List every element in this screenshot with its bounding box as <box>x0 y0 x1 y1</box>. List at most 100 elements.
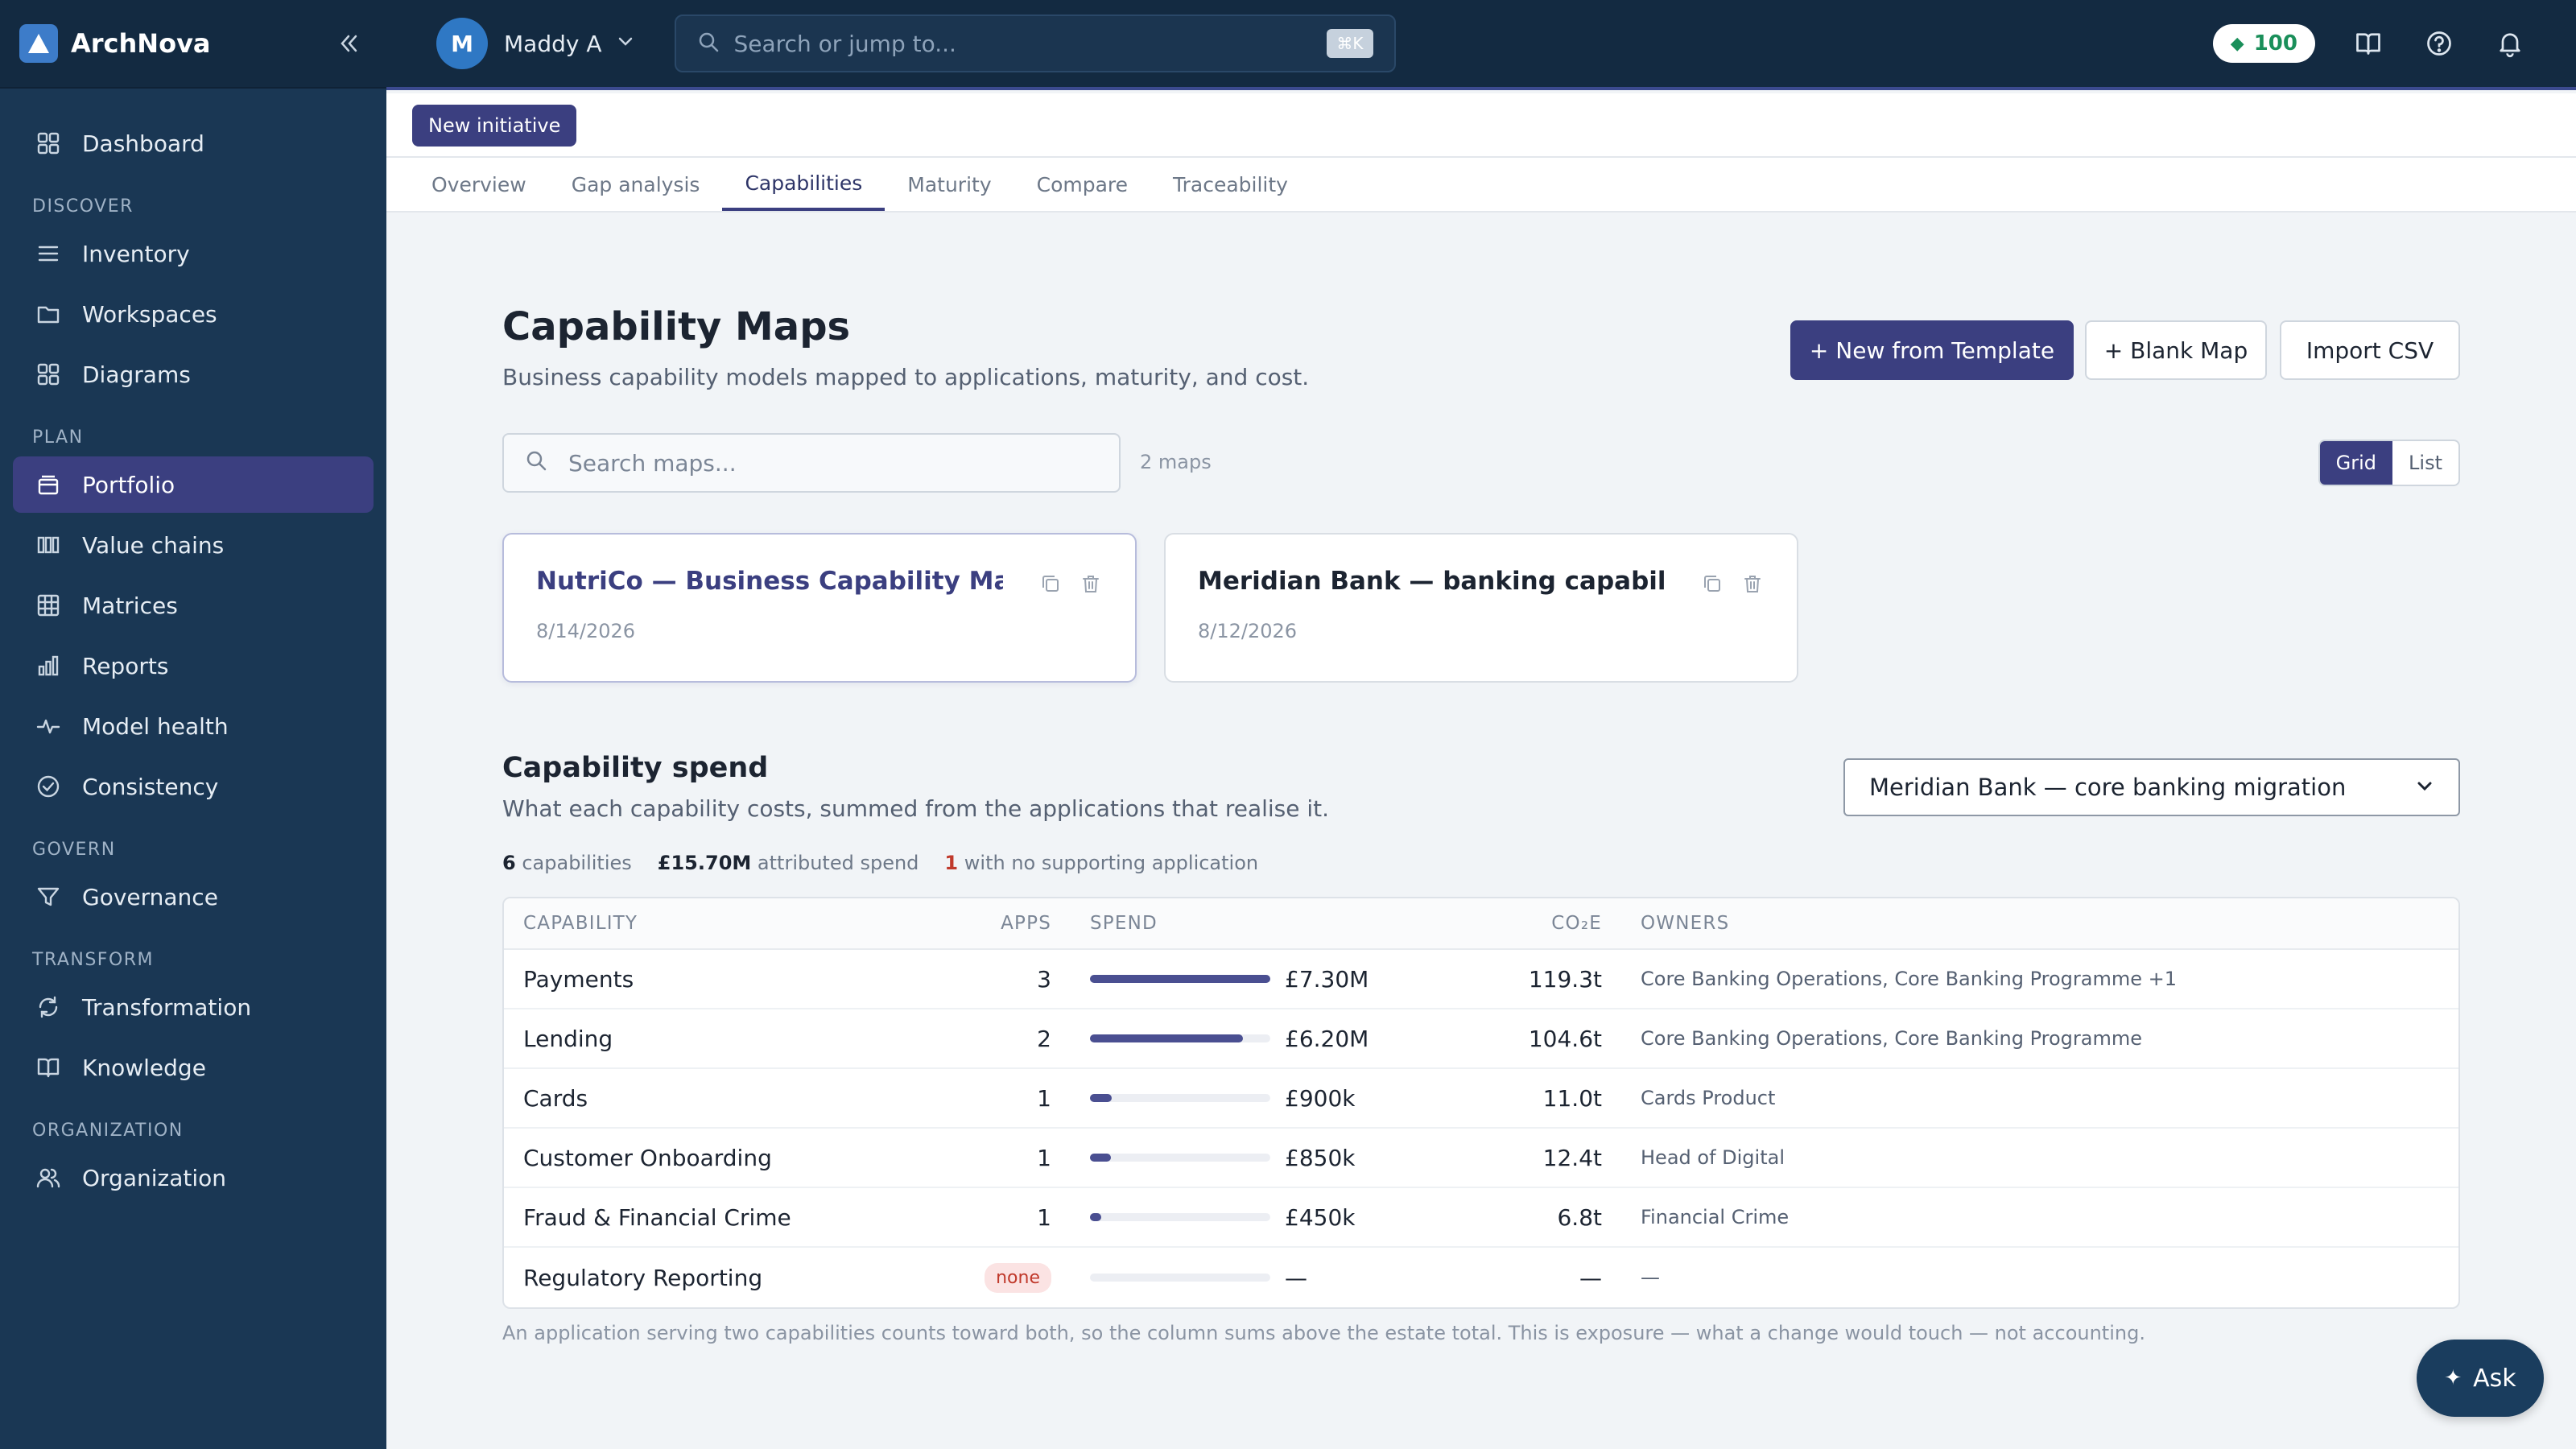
table-row[interactable]: Customer Onboarding 1 £850k 12.4t Head o… <box>504 1129 2458 1188</box>
tab-compare[interactable]: Compare <box>1036 172 1129 196</box>
sidebar-item-diagrams[interactable]: Diagrams <box>13 346 374 402</box>
nav-section-plan: PLAN <box>32 427 84 448</box>
column-apps[interactable]: APPS <box>1001 913 1051 934</box>
column-co2e[interactable]: CO₂E <box>1551 913 1602 934</box>
table-row[interactable]: Payments 3 £7.30M 119.3t Core Banking Op… <box>504 950 2458 1009</box>
tab-capabilities[interactable]: Capabilities <box>722 158 886 211</box>
table-row[interactable]: Lending 2 £6.20M 104.6t Core Banking Ope… <box>504 1009 2458 1069</box>
sparkle-icon: ✦ <box>2444 1366 2462 1390</box>
ask-assistant-button[interactable]: ✦ Ask <box>2417 1340 2544 1417</box>
maps-search-input[interactable]: Search maps... <box>502 433 1121 493</box>
user-menu[interactable]: M Maddy A <box>436 18 636 69</box>
map-card[interactable]: NutriCo — Business Capability Map 8/14/2… <box>502 533 1137 683</box>
maps-count: 2 maps <box>1140 451 1212 473</box>
maps-search-placeholder: Search maps... <box>568 449 737 477</box>
sidebar-item-consistency[interactable]: Consistency <box>13 758 374 815</box>
initiative-select[interactable]: Meridian Bank — core banking migration <box>1843 758 2460 816</box>
sidebar-item-inventory[interactable]: Inventory <box>13 225 374 282</box>
sidebar-item-matrices[interactable]: Matrices <box>13 577 374 634</box>
sidebar-item-value-chains[interactable]: Value chains <box>13 517 374 573</box>
tab-maturity[interactable]: Maturity <box>907 172 992 196</box>
ask-label: Ask <box>2473 1364 2516 1393</box>
pulse-icon <box>34 712 63 741</box>
user-name: Maddy A <box>504 30 602 57</box>
owners-value: Core Banking Operations, Core Banking Pr… <box>1641 968 2178 990</box>
credits-badge[interactable]: ◆ 100 <box>2212 24 2315 63</box>
new-from-template-button[interactable]: + New from Template <box>1790 320 2074 380</box>
global-search-input[interactable]: Search or jump to... ⌘K <box>674 14 1396 72</box>
apps-count: 3 <box>1037 965 1051 993</box>
map-card-date: 8/12/2026 <box>1198 620 1298 642</box>
trash-icon[interactable] <box>1079 572 1103 596</box>
spend-value: £850k <box>1285 1144 1356 1171</box>
map-card-title[interactable]: NutriCo — Business Capability Map <box>536 567 1003 596</box>
filter-icon <box>34 882 63 911</box>
capability-spend-table: CAPABILITY APPS SPEND CO₂E OWNERS Paymen… <box>502 897 2460 1309</box>
grid-view-button[interactable]: Grid <box>2319 441 2393 485</box>
map-card[interactable]: Meridian Bank — banking capability ... 8… <box>1164 533 1798 683</box>
initiative-select-value: Meridian Bank — core banking migration <box>1869 774 2347 801</box>
tab-traceability[interactable]: Traceability <box>1173 172 1288 196</box>
collapse-sidebar-icon[interactable] <box>330 25 367 62</box>
capability-spend-subtitle: What each capability costs, summed from … <box>502 795 1330 822</box>
spend-cell: £900k <box>1051 1085 1414 1112</box>
stat-spend: £15.70M attributed spend <box>657 852 919 874</box>
sidebar-item-transformation[interactable]: Transformation <box>13 979 374 1035</box>
list-view-button[interactable]: List <box>2409 452 2442 474</box>
sidebar-item-model-health[interactable]: Model health <box>13 698 374 754</box>
spend-cell: £6.20M <box>1051 1026 1414 1052</box>
chevron-down-icon <box>2415 774 2434 801</box>
search-icon <box>525 449 547 477</box>
duplicate-icon[interactable] <box>1700 572 1724 596</box>
table-grid-icon <box>34 591 63 620</box>
column-owners[interactable]: OWNERS <box>1641 913 1730 934</box>
table-row[interactable]: Fraud & Financial Crime 1 £450k 6.8t Fin… <box>504 1188 2458 1248</box>
sidebar-item-dashboard[interactable]: Dashboard <box>13 115 374 171</box>
chevron-down-icon <box>615 31 636 56</box>
table-row[interactable]: Regulatory Reporting none — — — <box>504 1248 2458 1307</box>
tab-gap-analysis[interactable]: Gap analysis <box>571 172 700 196</box>
archnova-logo-icon <box>19 24 58 63</box>
sidebar-item-label: Reports <box>82 652 169 679</box>
spend-bar-fill <box>1090 1213 1101 1221</box>
sidebar-item-label: Consistency <box>82 773 219 800</box>
bar-chart-icon <box>34 651 63 680</box>
map-card-title[interactable]: Meridian Bank — banking capability ... <box>1198 567 1665 596</box>
sidebar-nav: Dashboard DISCOVER Inventory Workspaces … <box>0 89 386 1206</box>
sidebar-item-label: Inventory <box>82 240 190 267</box>
sidebar-item-organization[interactable]: Organization <box>13 1150 374 1206</box>
sidebar-item-reports[interactable]: Reports <box>13 638 374 694</box>
docs-book-icon[interactable] <box>2351 26 2386 61</box>
help-icon[interactable] <box>2421 26 2457 61</box>
sidebar-item-portfolio[interactable]: Portfolio <box>13 456 374 513</box>
book-icon <box>34 1053 63 1082</box>
bell-icon[interactable] <box>2492 26 2528 61</box>
new-initiative-button[interactable]: New initiative <box>412 105 577 147</box>
column-capability[interactable]: CAPABILITY <box>523 913 638 934</box>
apps-count: 1 <box>1037 1203 1051 1231</box>
brand-header: ArchNova <box>0 0 386 89</box>
table-row[interactable]: Cards 1 £900k 11.0t Cards Product <box>504 1069 2458 1129</box>
nav-section-transform: TRANSFORM <box>32 950 155 970</box>
tab-overview[interactable]: Overview <box>431 172 526 196</box>
diagram-icon <box>34 360 63 389</box>
sidebar-item-governance[interactable]: Governance <box>13 869 374 925</box>
nav-section-discover: DISCOVER <box>32 196 134 217</box>
co2e-value: 11.0t <box>1542 1084 1602 1112</box>
sidebar-item-label: Dashboard <box>82 130 204 157</box>
blank-map-button[interactable]: + Blank Map <box>2085 320 2267 380</box>
column-spend[interactable]: SPEND <box>1090 913 1158 934</box>
duplicate-icon[interactable] <box>1038 572 1063 596</box>
spend-value: £900k <box>1285 1084 1356 1112</box>
spend-cell: — <box>1051 1265 1414 1291</box>
import-csv-button[interactable]: Import CSV <box>2280 320 2460 380</box>
portfolio-icon <box>34 470 63 499</box>
spend-value: — <box>1285 1264 1307 1291</box>
sidebar-item-knowledge[interactable]: Knowledge <box>13 1039 374 1096</box>
spend-stats: 6 capabilities £15.70M attributed spend … <box>502 852 1284 874</box>
folder-icon <box>34 299 63 328</box>
trash-icon[interactable] <box>1740 572 1765 596</box>
spend-cell: £7.30M <box>1051 966 1414 993</box>
co2e-value: 6.8t <box>1557 1203 1602 1231</box>
sidebar-item-workspaces[interactable]: Workspaces <box>13 286 374 342</box>
